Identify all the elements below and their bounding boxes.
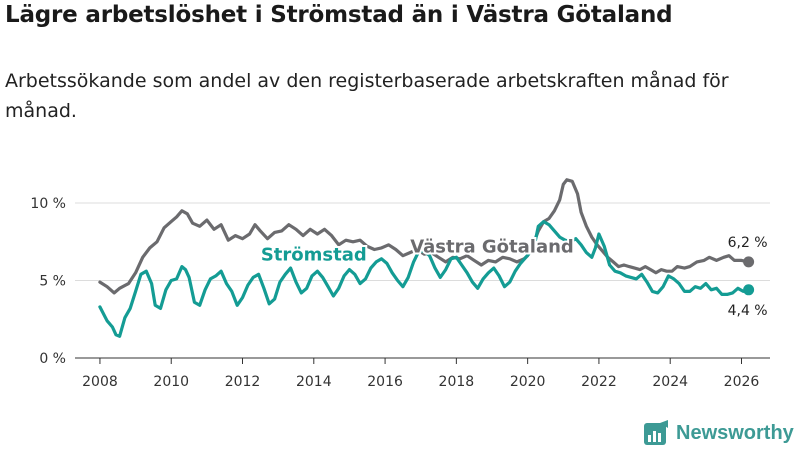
x-tick-label: 2018	[439, 374, 475, 390]
y-tick-label: 10 %	[30, 196, 66, 212]
series-end-marker	[743, 256, 755, 268]
series-end-label: 4,4 %	[728, 303, 768, 319]
y-tick-label: 5 %	[39, 274, 66, 290]
chart-subtitle: Arbetssökande som andel av den registerb…	[5, 70, 729, 122]
brand-logo: Newsworthy	[644, 420, 794, 446]
x-tick-label: 2016	[367, 374, 403, 390]
series-end-marker	[743, 284, 755, 296]
series-line-str-mstad	[98, 220, 751, 338]
x-tick-label: 2008	[82, 374, 118, 390]
series-annotation: Strömstad	[261, 244, 367, 265]
series-end-label: 6,2 %	[728, 235, 768, 251]
x-tick-label: 2026	[724, 374, 760, 390]
series	[98, 178, 755, 338]
x-tick-label: 2022	[581, 374, 617, 390]
x-tick-label: 2012	[225, 374, 261, 390]
x-tick-label: 2014	[296, 374, 332, 390]
x-tick-label: 2010	[153, 374, 189, 390]
axes: 0 % 5 % 10 % 2008 2010 2012 2014 2016 2018 2020 20…	[30, 196, 770, 390]
newsworthy-logo-icon	[644, 420, 668, 445]
y-tick-label: 0 %	[39, 351, 66, 367]
series-annotation: Västra Götaland	[410, 237, 574, 258]
labels: 6,2 % 4,4 % Strömstad Västra Götaland	[259, 235, 768, 319]
chart-title: Lägre arbetslöshet i Strömstad än i Väst…	[5, 2, 673, 28]
brand-name: Newsworthy	[676, 421, 794, 444]
x-tick-label: 2020	[510, 374, 546, 390]
x-tick-label: 2024	[652, 374, 688, 390]
